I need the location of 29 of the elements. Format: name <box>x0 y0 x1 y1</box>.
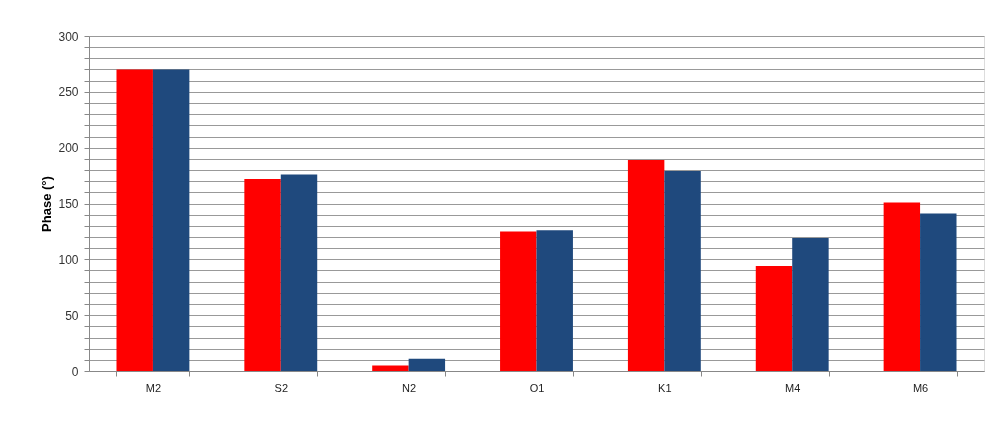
bar <box>920 213 957 371</box>
y-tick-label: 50 <box>65 308 79 323</box>
bar <box>536 230 573 371</box>
bar <box>280 174 318 371</box>
bar <box>627 159 665 371</box>
x-tick-label: N2 <box>402 381 417 394</box>
y-tick-label: 300 <box>58 29 79 44</box>
bar <box>883 202 921 371</box>
bar <box>755 266 793 371</box>
x-tick-label: M4 <box>785 381 801 394</box>
bar <box>372 365 409 371</box>
bar <box>244 178 281 371</box>
bar <box>664 171 701 371</box>
x-tick-label: M6 <box>912 381 929 394</box>
x-tick-label: K1 <box>658 381 672 394</box>
x-tick-label: M2 <box>145 381 162 394</box>
y-axis-title: Phase (°) <box>39 176 55 232</box>
y-tick-label: 250 <box>58 85 79 100</box>
bar <box>792 238 829 371</box>
bar <box>500 231 537 371</box>
y-tick-label: 0 <box>71 364 79 379</box>
x-tick-label: O1 <box>529 381 545 394</box>
x-tick-label: S2 <box>274 381 289 394</box>
y-tick-label: 100 <box>58 252 79 267</box>
bar <box>408 358 446 371</box>
bar <box>152 69 190 371</box>
y-tick-label: 150 <box>58 197 79 211</box>
bar <box>116 69 153 371</box>
y-tick-label: 200 <box>58 141 79 156</box>
